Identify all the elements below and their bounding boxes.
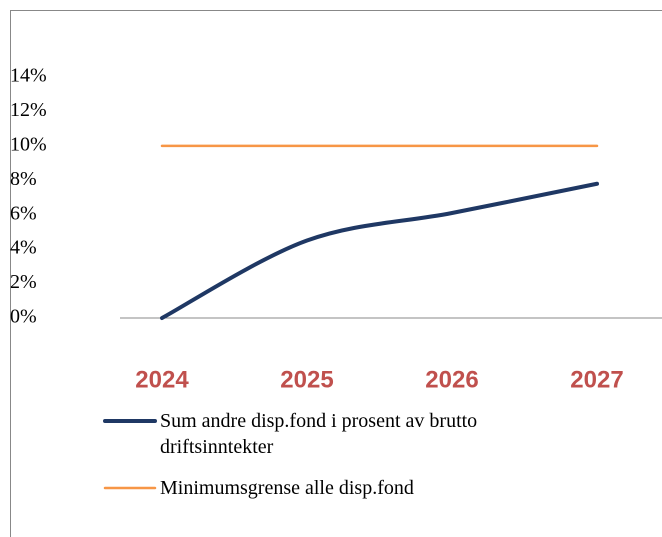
y-tick-label: 0%	[10, 306, 37, 328]
x-tick-label: 2025	[280, 366, 333, 393]
y-tick-label: 2%	[10, 271, 37, 293]
y-tick-label: 14%	[10, 65, 47, 87]
y-tick-label: 12%	[10, 99, 47, 121]
x-tick-label: 2027	[570, 366, 623, 393]
y-tick-label: 4%	[10, 237, 37, 259]
chart-frame	[10, 10, 662, 537]
x-tick-label: 2024	[135, 366, 189, 393]
y-tick-label: 10%	[10, 133, 47, 155]
y-tick-label: 6%	[10, 202, 37, 224]
series-line	[160, 181, 599, 320]
legend-label: Minimumsgrense alle disp.fond	[160, 477, 414, 499]
legend-label: Sum andre disp.fond i prosent av brutto …	[160, 410, 478, 458]
x-tick-label: 2026	[425, 366, 478, 393]
y-tick-label: 8%	[10, 168, 37, 190]
